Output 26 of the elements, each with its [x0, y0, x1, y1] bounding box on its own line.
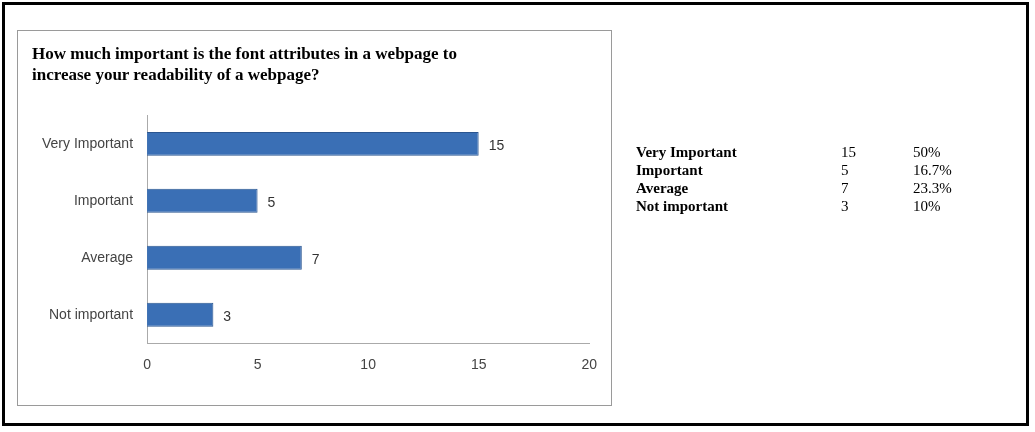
- data-label: 5: [267, 193, 276, 210]
- data-label: 7: [841, 179, 850, 197]
- y-tick-label: Not important: [48, 305, 134, 322]
- x-tick-label: 5: [253, 356, 262, 373]
- y-tick-label: Important: [73, 191, 134, 208]
- data-label: 15: [841, 143, 857, 161]
- y-tick-label: Average: [81, 248, 134, 265]
- data-label: 3: [223, 307, 232, 324]
- x-tick-label: 20: [581, 356, 598, 373]
- data-label: 5: [841, 161, 850, 179]
- category-label: Average: [636, 179, 690, 197]
- data-label: 15: [488, 136, 505, 153]
- data-label: 7: [311, 250, 320, 267]
- category-label: Important: [636, 161, 704, 179]
- data-label: 10%: [913, 197, 942, 215]
- category-label: Not important: [636, 197, 730, 215]
- data-label: 23.3%: [913, 179, 953, 197]
- data-label: 16.7%: [913, 161, 953, 179]
- x-tick-label: 15: [470, 356, 487, 373]
- data-label: 50%: [913, 143, 942, 161]
- category-label: Very Important: [636, 143, 738, 161]
- y-tick-label: Very Important: [41, 134, 134, 151]
- x-tick-label: 10: [360, 356, 377, 373]
- chart-title: How much important is the font attributes in a webpage to increase your readability of a webpage?: [32, 43, 458, 85]
- x-tick-label: 0: [143, 356, 152, 373]
- data-label: 3: [841, 197, 850, 215]
